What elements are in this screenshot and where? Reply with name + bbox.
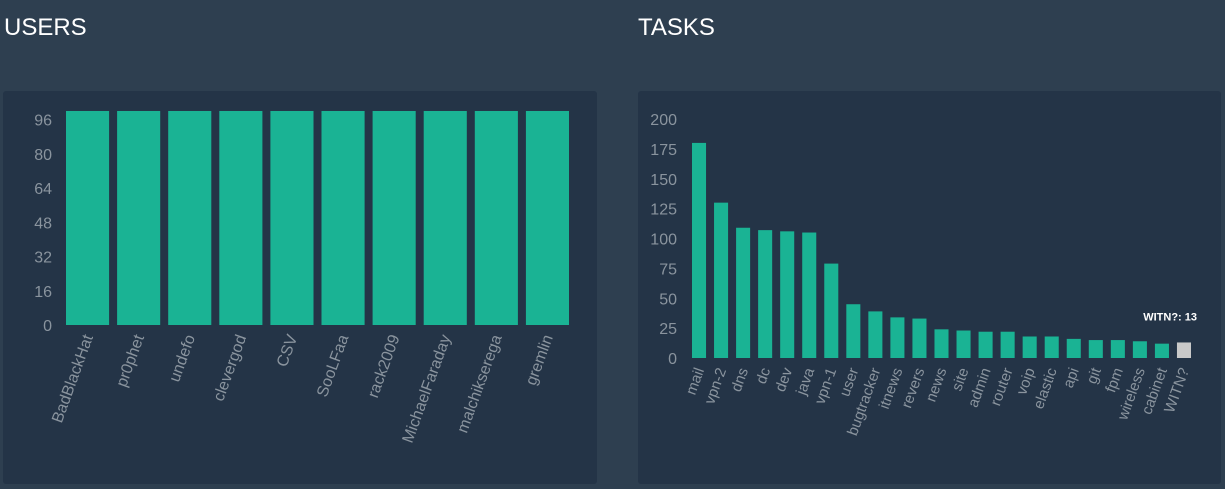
bar-router[interactable]	[1000, 331, 1015, 358]
y-tick-label: 125	[650, 202, 677, 219]
bar-witn[interactable]	[1176, 342, 1191, 358]
bar-michaelfaraday[interactable]	[423, 110, 467, 325]
x-tick-label: SooLFaa	[314, 332, 352, 399]
bar-site[interactable]	[956, 330, 971, 358]
x-tick-label: pr0phet	[113, 332, 148, 389]
x-tick-label: git	[1083, 365, 1105, 386]
x-tick-label: malchikserega	[454, 332, 505, 435]
bar-voip[interactable]	[1022, 336, 1037, 358]
x-tick-label: rack2009	[365, 332, 404, 400]
x-tick-label: clevergod	[211, 333, 251, 404]
bar-api[interactable]	[1066, 338, 1081, 358]
bar-elastic[interactable]	[1044, 336, 1059, 358]
bar-fpm[interactable]	[1110, 340, 1125, 358]
bar-rack2009[interactable]	[372, 110, 416, 325]
y-tick-label: 25	[659, 321, 677, 338]
x-tick-label: dns	[728, 366, 752, 395]
x-tick-label: BadBlackHat	[49, 332, 97, 425]
tasks-section-title: TASKS	[638, 14, 715, 41]
bar-vpn-1[interactable]	[824, 263, 839, 358]
bar-undefo[interactable]	[168, 110, 212, 325]
bar-dns[interactable]	[736, 227, 751, 358]
bar-pr0phet[interactable]	[117, 110, 161, 325]
bar-git[interactable]	[1088, 340, 1103, 358]
users-section-title: USERS	[4, 14, 87, 41]
bar-malchikserega[interactable]	[474, 110, 518, 325]
y-tick-label: 16	[34, 284, 52, 301]
bar-admin[interactable]	[978, 331, 993, 358]
bar-soolfaa[interactable]	[321, 110, 365, 325]
bar-wireless[interactable]	[1132, 341, 1147, 358]
bar-revers[interactable]	[912, 318, 927, 358]
x-tick-label: dc	[753, 365, 775, 386]
y-tick-label: 64	[34, 181, 52, 198]
bar-mail[interactable]	[692, 142, 707, 358]
bar-csv[interactable]	[270, 110, 314, 325]
y-tick-label: 32	[34, 250, 52, 267]
y-tick-label: 0	[43, 318, 52, 335]
y-tick-label: 0	[668, 351, 677, 368]
users-bar-chart: 0 16 32 48 64 80 96 BadBlackHat pr0phet undefo cle…	[34, 110, 569, 446]
bar-cabinet[interactable]	[1154, 343, 1169, 358]
users-chart-panel: 0 16 32 48 64 80 96 BadBlackHat pr0phet undefo cle…	[3, 91, 597, 484]
x-tick-label: gremlin	[523, 333, 557, 388]
bar-itnews[interactable]	[890, 317, 905, 358]
x-tick-label: undefo	[166, 332, 199, 384]
y-tick-label: 48	[34, 215, 52, 232]
bar-gremlin[interactable]	[525, 110, 569, 325]
x-tick-label: MichaelFaraday	[400, 333, 455, 446]
bar-dev[interactable]	[780, 231, 795, 358]
bar-badblackhat[interactable]	[66, 110, 110, 325]
y-tick-label: 50	[659, 291, 677, 308]
y-tick-label: 175	[650, 142, 677, 159]
y-tick-label: 150	[650, 172, 677, 189]
y-tick-label: 200	[650, 112, 677, 129]
bar-dc[interactable]	[758, 230, 773, 358]
x-tick-label: CSV	[274, 332, 301, 369]
tasks-chart-panel: 0 25 50 75 100 125 150 175 200 mail vpn-2 dns dc dev j…	[638, 91, 1221, 484]
y-tick-label: 100	[650, 232, 677, 249]
bar-vpn-2[interactable]	[714, 202, 729, 358]
x-tick-label: site	[949, 366, 973, 394]
bar-news[interactable]	[934, 329, 949, 358]
bar-java[interactable]	[802, 232, 817, 358]
y-tick-label: 75	[659, 261, 677, 278]
y-tick-label: 80	[34, 147, 52, 164]
bar-user[interactable]	[846, 304, 861, 358]
x-tick-label: api	[1060, 366, 1083, 391]
bar-clevergod[interactable]	[219, 110, 263, 325]
bar-bugtracker[interactable]	[868, 311, 883, 358]
y-tick-label: 96	[34, 113, 52, 130]
tooltip-label: WITN?: 13	[1143, 311, 1197, 323]
